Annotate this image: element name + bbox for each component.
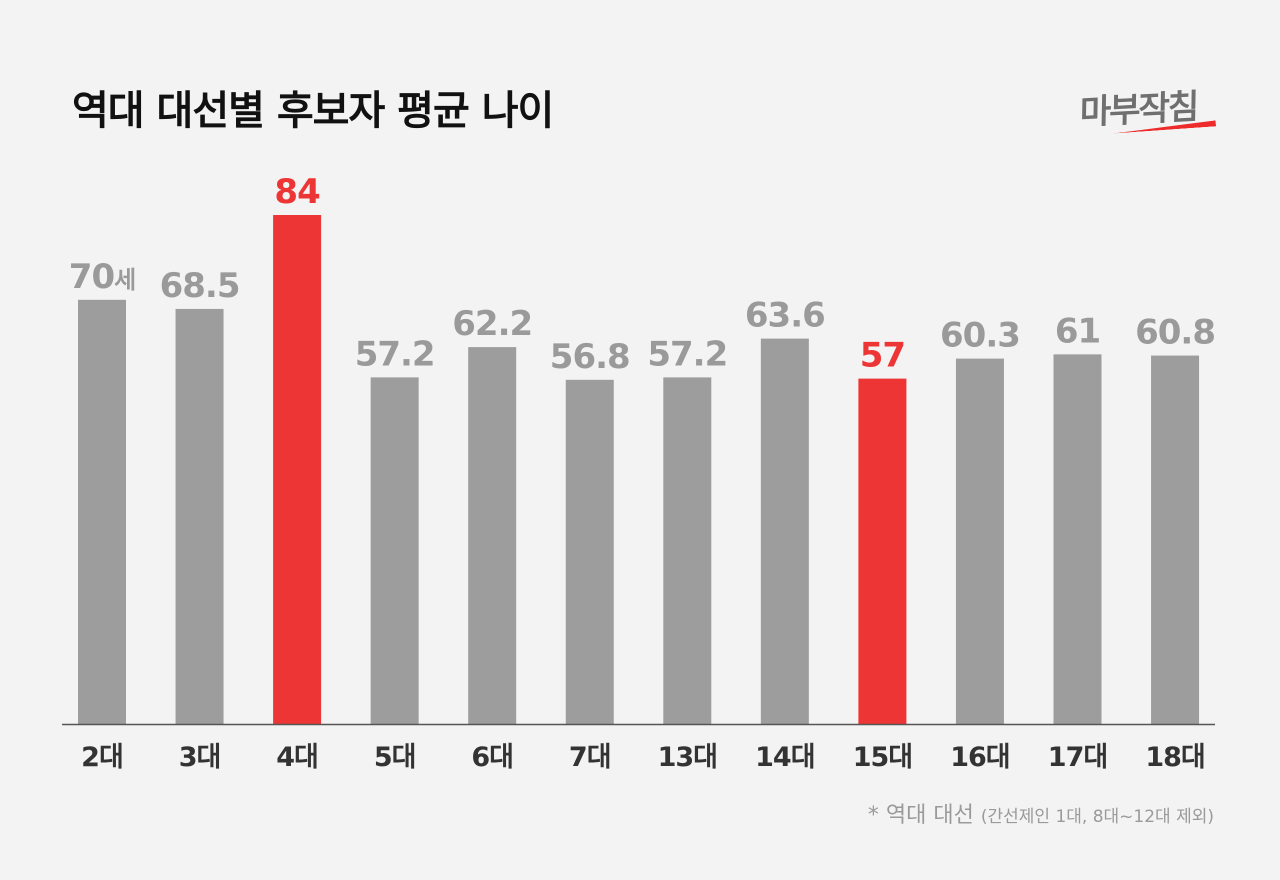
data-label: 57 <box>860 336 905 376</box>
x-tick-label: 3대 <box>179 742 221 773</box>
footnote-main: * 역대 대선 <box>867 803 974 828</box>
data-label: 61 <box>1055 311 1100 351</box>
bar-7대 <box>565 379 614 724</box>
data-label: 68.5 <box>160 266 240 306</box>
x-tick-label: 17대 <box>1048 742 1107 773</box>
bar-4대 <box>273 215 322 724</box>
bar-16대 <box>955 358 1004 724</box>
bar-14대 <box>760 338 809 724</box>
x-tick-label: 4대 <box>276 742 318 773</box>
data-label: 63.6 <box>745 296 825 336</box>
x-tick-label: 5대 <box>374 742 416 773</box>
x-tick-label: 15대 <box>853 742 912 773</box>
x-tick-label: 2대 <box>81 742 123 773</box>
bar-13대 <box>663 377 712 724</box>
x-tick-label: 16대 <box>950 742 1009 773</box>
bar-3대 <box>175 308 224 724</box>
x-tick-label: 7대 <box>569 742 611 773</box>
data-label: 70세 <box>69 257 135 297</box>
data-label: 57.2 <box>647 334 727 374</box>
bar-17대 <box>1053 354 1102 724</box>
data-label: 62.2 <box>452 304 532 344</box>
data-label: 56.8 <box>550 337 630 377</box>
data-label: 57.2 <box>355 334 435 374</box>
data-label: 60.3 <box>940 316 1020 356</box>
bar-15대 <box>858 378 907 724</box>
bar-6대 <box>468 347 517 724</box>
bar-18대 <box>1151 355 1200 724</box>
footnote-detail: (간선제인 1대, 8대~12대 제외) <box>980 807 1214 827</box>
unit-label: 세 <box>114 266 135 294</box>
data-label: 84 <box>274 172 320 212</box>
page-title: 역대 대선별 후보자 평균 나이 <box>72 88 554 134</box>
bar-2대 <box>78 299 126 724</box>
x-tick-label: 13대 <box>658 742 717 773</box>
x-tick-label: 6대 <box>471 742 513 773</box>
data-label: 60.8 <box>1135 313 1215 353</box>
x-tick-label: 14대 <box>755 742 814 773</box>
bar-5대 <box>370 377 419 724</box>
x-tick-label: 18대 <box>1145 742 1204 773</box>
footnote: * 역대 대선 (간선제인 1대, 8대~12대 제외) <box>868 797 1214 829</box>
